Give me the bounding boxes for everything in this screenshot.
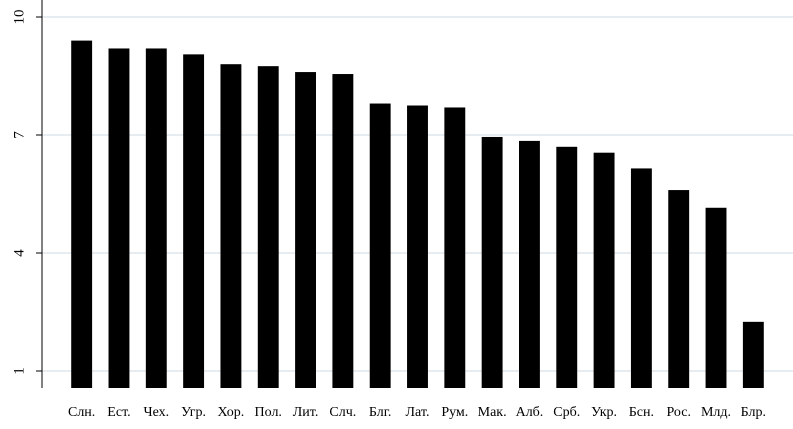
x-tick-label: Лат.	[406, 405, 430, 420]
y-tick-label: 1	[11, 367, 27, 375]
y-tick-label: 4	[11, 249, 27, 257]
bar	[183, 54, 205, 388]
x-tick-label: Рум.	[441, 405, 468, 420]
bar	[257, 66, 279, 389]
x-tick-label: Угр.	[181, 405, 206, 420]
bar	[481, 136, 503, 388]
bar	[630, 168, 652, 388]
bar	[145, 48, 167, 388]
bar	[407, 105, 428, 388]
x-tick-label: Мак.	[478, 405, 507, 420]
x-tick-label: Слч.	[329, 405, 356, 420]
x-tick-label: Хор.	[218, 405, 245, 420]
y-tick-label: 7	[11, 131, 27, 139]
x-tick-label: Блг.	[369, 405, 392, 420]
x-tick-label: Лит.	[293, 405, 319, 420]
bar	[369, 103, 391, 389]
x-tick-label: Чех.	[143, 405, 169, 420]
x-tick-label: Млд.	[701, 405, 731, 420]
bar	[71, 40, 93, 388]
bar	[444, 107, 466, 388]
bar	[518, 140, 540, 388]
bar	[742, 321, 764, 388]
x-tick-label: Бсн.	[629, 405, 654, 420]
y-axis: 1 4 7 10	[11, 0, 43, 388]
bar	[108, 48, 130, 388]
x-tick-label: Рос.	[666, 405, 691, 420]
bar	[705, 207, 727, 388]
x-tick-label: Слн.	[68, 405, 95, 420]
bars	[71, 40, 764, 389]
bar	[668, 190, 690, 388]
bar	[295, 72, 317, 389]
y-tick-label: 10	[11, 10, 27, 25]
x-tick-label: Укр.	[591, 405, 617, 420]
x-tick-label: Алб.	[516, 405, 544, 420]
bar	[220, 64, 242, 388]
bar	[556, 146, 578, 388]
x-tick-label: Пол.	[255, 405, 282, 420]
bar	[593, 152, 615, 388]
x-tick-label: Ест.	[107, 405, 130, 420]
x-tick-label: Срб.	[553, 405, 580, 420]
bar	[332, 74, 354, 389]
x-axis: Слн. Ест. Чех. Угр. Хор. Пол. Лит. Слч. Блг. Лат.…	[68, 405, 766, 420]
x-tick-label: Блр.	[741, 405, 766, 420]
